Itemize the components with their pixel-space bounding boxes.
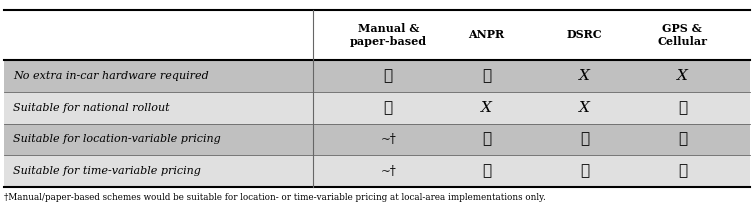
Text: ✓: ✓: [678, 164, 687, 178]
Bar: [4, 10, 750, 60]
Text: ✓: ✓: [580, 164, 589, 178]
Text: DSRC: DSRC: [566, 29, 602, 40]
Text: No extra in-car hardware required: No extra in-car hardware required: [13, 71, 209, 81]
Text: ✓: ✓: [482, 132, 491, 146]
Text: ✓: ✓: [482, 164, 491, 178]
Text: X: X: [579, 69, 590, 83]
Bar: [4, 60, 750, 92]
Bar: [4, 92, 750, 124]
Text: ✓: ✓: [384, 101, 393, 115]
Text: X: X: [579, 101, 590, 115]
Text: ANPR: ANPR: [468, 29, 504, 40]
Text: Manual &
paper-based: Manual & paper-based: [350, 23, 427, 47]
Text: ✓: ✓: [482, 69, 491, 83]
Text: GPS &
Cellular: GPS & Cellular: [657, 23, 707, 47]
Text: ✓: ✓: [580, 132, 589, 146]
Text: Suitable for location-variable pricing: Suitable for location-variable pricing: [13, 134, 221, 144]
Bar: [4, 124, 750, 155]
Text: †Manual/paper-based schemes would be suitable for location- or time-variable pri: †Manual/paper-based schemes would be sui…: [4, 194, 546, 203]
Bar: [4, 155, 750, 187]
Text: Suitable for time-variable pricing: Suitable for time-variable pricing: [13, 166, 201, 176]
Text: ~†: ~†: [381, 165, 396, 178]
Text: X: X: [481, 101, 492, 115]
Text: ✓: ✓: [678, 101, 687, 115]
Text: ✓: ✓: [384, 69, 393, 83]
Text: X: X: [677, 69, 688, 83]
Text: Suitable for national rollout: Suitable for national rollout: [13, 103, 170, 113]
Text: ✓: ✓: [678, 132, 687, 146]
Text: ~†: ~†: [381, 133, 396, 146]
